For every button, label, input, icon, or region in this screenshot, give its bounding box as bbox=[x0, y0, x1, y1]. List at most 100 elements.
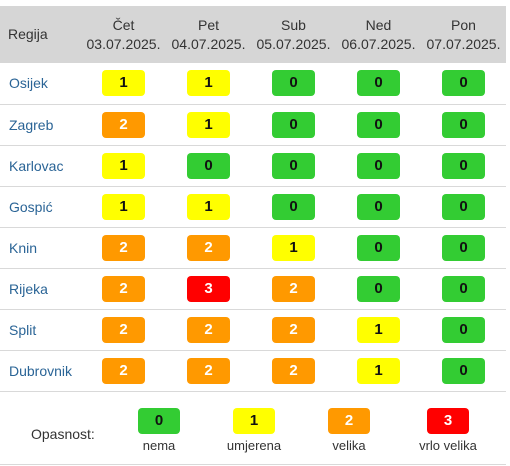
table-row: Osijek 1 1 0 0 0 bbox=[0, 63, 506, 104]
danger-level-badge: 1 bbox=[102, 70, 145, 97]
danger-level-badge: 2 bbox=[102, 275, 145, 302]
forecast-cell: 1 bbox=[81, 63, 166, 104]
day-name: Čet bbox=[112, 16, 135, 33]
forecast-cell: 0 bbox=[421, 227, 506, 268]
forecast-cell: 1 bbox=[81, 186, 166, 227]
region-link[interactable]: Split bbox=[9, 321, 37, 338]
danger-level-badge: 1 bbox=[187, 70, 230, 97]
danger-level-badge: 0 bbox=[357, 111, 400, 138]
legend-label: Opasnost: bbox=[31, 426, 95, 442]
danger-level-badge: 0 bbox=[138, 408, 180, 434]
danger-level-badge: 2 bbox=[272, 316, 315, 343]
table-row: Zagreb 2 1 0 0 0 bbox=[0, 104, 506, 145]
forecast-table-body: Osijek 1 1 0 0 0 Zagreb 2 1 0 0 0 Karlovac 1 0 0 0 0 Gospi… bbox=[0, 63, 506, 391]
day-column-header: Pon 07.07.2025. bbox=[421, 6, 506, 63]
danger-level-badge: 2 bbox=[102, 111, 145, 138]
region-link[interactable]: Rijeka bbox=[9, 280, 48, 297]
forecast-cell: 0 bbox=[166, 145, 251, 186]
danger-level-badge: 0 bbox=[357, 152, 400, 179]
forecast-cell: 0 bbox=[336, 186, 421, 227]
danger-level-badge: 0 bbox=[357, 193, 400, 220]
danger-level-badge: 0 bbox=[272, 152, 315, 179]
danger-level-badge: 2 bbox=[272, 357, 315, 384]
table-row: Dubrovnik 2 2 2 1 0 bbox=[0, 350, 506, 391]
forecast-cell: 2 bbox=[81, 350, 166, 391]
forecast-cell: 0 bbox=[421, 63, 506, 104]
danger-level-badge: 1 bbox=[357, 316, 400, 343]
danger-level-badge: 1 bbox=[102, 193, 145, 220]
table-row: Knin 2 2 1 0 0 bbox=[0, 227, 506, 268]
legend-item-velika: 2 velika bbox=[299, 408, 399, 453]
forecast-cell: 2 bbox=[81, 309, 166, 350]
danger-level-badge: 1 bbox=[233, 408, 275, 434]
danger-level-badge: 0 bbox=[357, 275, 400, 302]
danger-level-badge: 0 bbox=[187, 152, 230, 179]
region-link[interactable]: Karlovac bbox=[9, 157, 64, 174]
danger-level-badge: 2 bbox=[187, 316, 230, 343]
danger-level-badge: 0 bbox=[442, 275, 485, 302]
danger-level-badge: 2 bbox=[102, 316, 145, 343]
forecast-cell: 1 bbox=[81, 145, 166, 186]
day-column-header: Sub 05.07.2025. bbox=[251, 6, 336, 63]
legend-item-label: vrlo velika bbox=[419, 438, 477, 453]
forecast-cell: 1 bbox=[166, 186, 251, 227]
forecast-cell: 0 bbox=[336, 104, 421, 145]
danger-level-badge: 1 bbox=[357, 357, 400, 384]
forecast-cell: 1 bbox=[166, 104, 251, 145]
day-date: 07.07.2025. bbox=[426, 35, 501, 52]
region-link[interactable]: Zagreb bbox=[9, 116, 54, 133]
danger-level-badge: 0 bbox=[357, 70, 400, 97]
danger-legend: Opasnost: 0 nema 1 umjerena 2 velika 3 v… bbox=[0, 398, 506, 465]
forecast-cell: 0 bbox=[251, 186, 336, 227]
forecast-cell: 2 bbox=[81, 104, 166, 145]
day-name: Sub bbox=[281, 16, 306, 33]
forecast-cell: 0 bbox=[336, 63, 421, 104]
danger-level-badge: 1 bbox=[187, 193, 230, 220]
danger-level-badge: 0 bbox=[357, 234, 400, 261]
danger-level-badge: 1 bbox=[102, 152, 145, 179]
forecast-cell: 0 bbox=[251, 63, 336, 104]
table-row: Split 2 2 2 1 0 bbox=[0, 309, 506, 350]
day-date: 05.07.2025. bbox=[256, 35, 331, 52]
forecast-cell: 2 bbox=[251, 309, 336, 350]
legend-item-umjerena: 1 umjerena bbox=[204, 408, 304, 453]
day-name: Ned bbox=[365, 16, 392, 33]
danger-level-badge: 0 bbox=[442, 357, 485, 384]
danger-level-badge: 2 bbox=[272, 275, 315, 302]
day-column-header: Ned 06.07.2025. bbox=[336, 6, 421, 63]
forecast-cell: 3 bbox=[166, 268, 251, 309]
legend-item-nema: 0 nema bbox=[109, 408, 209, 453]
forecast-table: Regija Čet 03.07.2025. Pet 04.07.2025. Sub… bbox=[0, 6, 506, 392]
region-link[interactable]: Gospić bbox=[9, 198, 53, 215]
table-header-row: Regija Čet 03.07.2025. Pet 04.07.2025. Sub… bbox=[0, 6, 506, 63]
region-link[interactable]: Osijek bbox=[9, 75, 48, 92]
forecast-cell: 0 bbox=[421, 145, 506, 186]
forecast-cell: 0 bbox=[336, 227, 421, 268]
forecast-cell: 2 bbox=[81, 268, 166, 309]
forecast-cell: 0 bbox=[336, 268, 421, 309]
danger-level-badge: 0 bbox=[442, 70, 485, 97]
region-link[interactable]: Knin bbox=[9, 239, 38, 256]
legend-item-label: velika bbox=[332, 438, 366, 453]
forecast-cell: 1 bbox=[251, 227, 336, 268]
danger-level-badge: 1 bbox=[272, 234, 315, 261]
danger-level-badge: 0 bbox=[442, 152, 485, 179]
day-date: 03.07.2025. bbox=[86, 35, 161, 52]
forecast-cell: 1 bbox=[336, 309, 421, 350]
danger-level-badge: 2 bbox=[187, 357, 230, 384]
danger-level-badge: 1 bbox=[187, 111, 230, 138]
forecast-cell: 0 bbox=[251, 145, 336, 186]
forecast-cell: 1 bbox=[336, 350, 421, 391]
danger-level-badge: 2 bbox=[328, 408, 370, 434]
forecast-cell: 2 bbox=[251, 268, 336, 309]
forecast-cell: 1 bbox=[166, 63, 251, 104]
table-row: Rijeka 2 3 2 0 0 bbox=[0, 268, 506, 309]
table-row: Gospić 1 1 0 0 0 bbox=[0, 186, 506, 227]
forecast-cell: 2 bbox=[166, 227, 251, 268]
danger-level-badge: 0 bbox=[272, 193, 315, 220]
region-link[interactable]: Dubrovnik bbox=[9, 362, 73, 379]
forecast-cell: 2 bbox=[166, 350, 251, 391]
forecast-cell: 0 bbox=[421, 309, 506, 350]
day-column-header: Čet 03.07.2025. bbox=[81, 6, 166, 63]
danger-level-badge: 0 bbox=[272, 70, 315, 97]
